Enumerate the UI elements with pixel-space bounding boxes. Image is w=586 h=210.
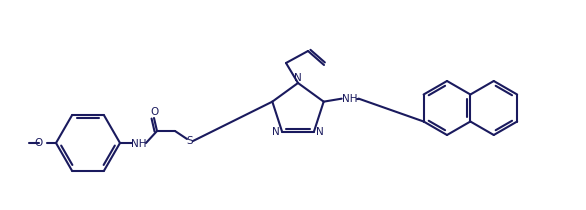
Text: O: O	[150, 107, 158, 117]
Text: N: N	[272, 127, 280, 137]
Text: NH: NH	[342, 94, 357, 104]
Text: NH: NH	[131, 139, 146, 149]
Text: O: O	[35, 138, 43, 148]
Text: S: S	[187, 136, 193, 146]
Text: N: N	[316, 127, 323, 137]
Text: N: N	[294, 73, 302, 83]
